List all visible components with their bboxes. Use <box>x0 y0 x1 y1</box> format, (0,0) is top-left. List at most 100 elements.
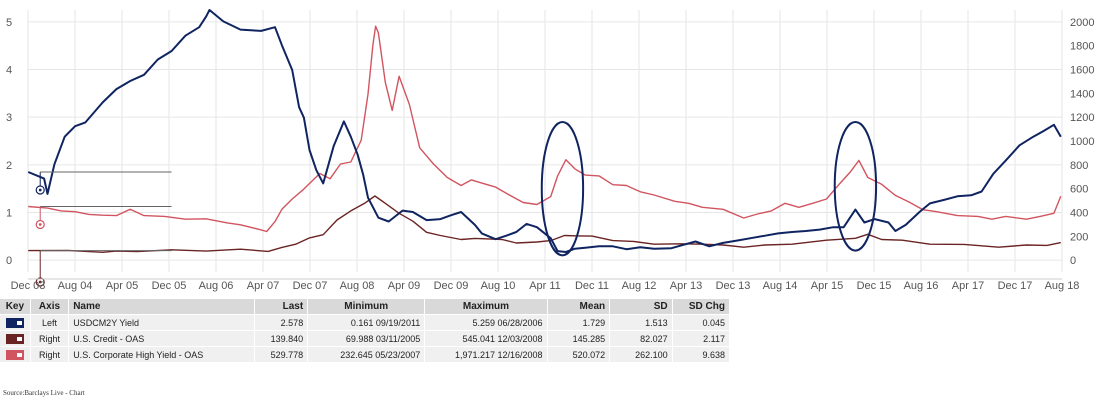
series-swatch-icon <box>5 333 24 344</box>
series-line <box>28 195 1061 253</box>
x-axis-tick-label: Apr 11 <box>529 280 561 292</box>
legend-mean: 1.729 <box>547 314 611 331</box>
header-last: Last <box>254 299 309 315</box>
level-marker-center <box>38 223 42 226</box>
right-axis-tick-label: 800 <box>1070 160 1088 172</box>
legend-row: Left USDCM2Y Yield 2.578 0.161 09/19/201… <box>0 314 731 331</box>
legend-minimum: 69.988 03/11/2005 <box>307 330 426 347</box>
x-axis-tick-label: Dec 05 <box>152 280 187 292</box>
legend-maximum: 1,971.217 12/16/2008 <box>424 346 548 362</box>
x-axis-tick-label: Aug 16 <box>904 280 939 292</box>
x-axis-tick-label: Dec 15 <box>857 280 892 292</box>
legend-header-row: Key Axis Name Last Minimum Maximum Mean … <box>0 299 731 315</box>
header-key: Key <box>0 299 31 315</box>
annotations <box>540 120 878 257</box>
left-axis: 0 1 2 3 4 5 <box>6 17 12 267</box>
right-axis-tick-label: 1600 <box>1070 65 1094 77</box>
legend-maximum: 5.259 06/28/2006 <box>424 314 548 331</box>
annotation-ellipse <box>540 120 585 257</box>
x-axis-tick-label: Dec 07 <box>293 280 328 292</box>
left-axis-tick-label: 0 <box>6 255 12 267</box>
x-axis-tick-label: Aug 14 <box>763 280 798 292</box>
x-axis-tick-label: Aug 12 <box>622 280 657 292</box>
x-axis-tick-label: Apr 15 <box>811 280 843 292</box>
right-axis-tick-label: 2000 <box>1070 17 1094 29</box>
x-axis-tick-label: Dec 03 <box>11 280 46 292</box>
right-axis-tick-label: 1400 <box>1070 88 1094 100</box>
x-axis-tick-label: Dec 17 <box>998 280 1033 292</box>
x-axis-tick-label: Aug 18 <box>1045 280 1080 292</box>
level-markers <box>35 171 172 287</box>
right-axis-tick-label: 600 <box>1070 184 1088 196</box>
x-axis-tick-label: Aug 10 <box>481 280 516 292</box>
right-axis-tick-label: 200 <box>1070 231 1088 243</box>
left-axis-tick-label: 5 <box>6 17 12 29</box>
header-maximum: Maximum <box>424 299 548 315</box>
left-axis-tick-label: 1 <box>6 207 12 219</box>
legend-axis: Right <box>30 330 70 347</box>
header-mean: Mean <box>547 299 611 315</box>
legend-axis: Left <box>30 314 70 331</box>
series-lines <box>27 9 1062 253</box>
x-axis-tick-label: Apr 05 <box>106 280 138 292</box>
header-sd-chg: SD Chg <box>672 299 731 315</box>
left-axis-tick-label: 2 <box>6 160 12 172</box>
x-axis-tick-label: Aug 08 <box>340 280 375 292</box>
x-axis-tick-label: Aug 06 <box>199 280 234 292</box>
legend-row: Right U.S. Credit - OAS 139.840 69.988 0… <box>0 330 731 347</box>
right-axis-tick-label: 0 <box>1070 255 1076 267</box>
right-axis-tick-label: 1000 <box>1070 136 1094 148</box>
legend-key <box>0 330 31 347</box>
source-note: Source:Barclays Live - Chart <box>3 389 85 397</box>
legend-mean: 145.285 <box>547 330 611 347</box>
legend-axis: Right <box>30 346 70 362</box>
legend-minimum: 232.645 05/23/2007 <box>307 346 426 362</box>
series-line <box>28 25 1062 233</box>
series-swatch-icon <box>5 317 24 328</box>
series-line <box>27 9 1062 253</box>
legend-name: USDCM2Y Yield <box>68 314 255 331</box>
legend-last: 2.578 <box>254 314 309 331</box>
legend-sd-chg: 9.638 <box>672 346 731 362</box>
legend-minimum: 0.161 09/19/2011 <box>307 314 426 331</box>
x-axis-tick-label: Apr 17 <box>952 280 984 292</box>
legend-mean: 520.072 <box>547 346 611 362</box>
left-axis-tick-label: 3 <box>6 112 12 124</box>
x-axis: Dec 03 Aug 04 Apr 05 Dec 05 Aug 06 Apr 07 Dec … <box>11 278 1080 292</box>
annotation-ellipse <box>833 120 878 252</box>
legend-sd: 262.100 <box>609 346 673 362</box>
right-axis: 0 200 400 600 800 1000 1200 1400 1600 1800 2000 <box>1070 17 1094 267</box>
legend-sd-chg: 2.117 <box>672 330 731 347</box>
legend-row: Right U.S. Corporate High Yield - OAS 52… <box>0 346 731 362</box>
left-axis-tick-label: 4 <box>6 65 12 77</box>
legend-maximum: 545.041 12/03/2008 <box>424 330 548 347</box>
legend-name: U.S. Corporate High Yield - OAS <box>68 346 255 362</box>
x-axis-tick-label: Apr 09 <box>388 280 420 292</box>
right-axis-tick-label: 1200 <box>1070 112 1094 124</box>
header-sd: SD <box>609 299 673 315</box>
chart: 0 1 2 3 4 5 0 200 400 600 800 1000 1200 1400 1600 1800… <box>6 9 1094 292</box>
right-axis-tick-label: 400 <box>1070 207 1088 219</box>
legend-sd: 1.513 <box>609 314 673 331</box>
legend-name: U.S. Credit - OAS <box>68 330 255 347</box>
header-name: Name <box>68 299 255 315</box>
legend-last: 139.840 <box>254 330 309 347</box>
header-minimum: Minimum <box>307 299 426 315</box>
x-axis-tick-label: Dec 13 <box>716 280 751 292</box>
x-axis-tick-label: Aug 04 <box>58 280 93 292</box>
legend-key <box>0 346 31 362</box>
level-marker-center <box>38 188 42 192</box>
legend-sd-chg: 0.045 <box>672 314 731 331</box>
legend-key <box>0 314 31 331</box>
grid-lines <box>27 10 1063 272</box>
legend-table: Key Axis Name Last Minimum Maximum Mean … <box>0 299 731 362</box>
level-marker-center <box>38 280 42 284</box>
x-axis-tick-label: Dec 09 <box>434 280 469 292</box>
legend-sd: 82.027 <box>609 330 673 347</box>
x-axis-tick-label: Apr 07 <box>247 280 279 292</box>
right-axis-tick-label: 1800 <box>1070 41 1094 53</box>
x-axis-tick-label: Apr 13 <box>670 280 702 292</box>
x-axis-tick-label: Dec 11 <box>575 280 609 292</box>
header-axis: Axis <box>30 299 70 315</box>
legend-last: 529.778 <box>254 346 309 362</box>
